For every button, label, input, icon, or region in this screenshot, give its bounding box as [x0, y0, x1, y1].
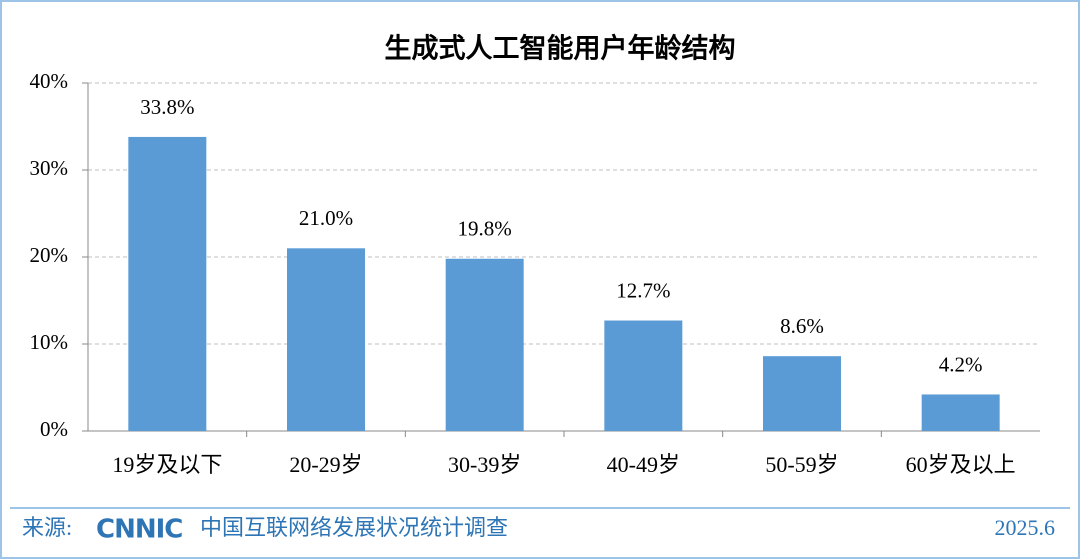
- y-tick-label: 0%: [40, 417, 68, 441]
- y-tick-label: 10%: [30, 330, 69, 354]
- y-tick-label: 40%: [30, 69, 69, 93]
- chart-title: 生成式人工智能用户年龄结构: [385, 33, 736, 65]
- logo: CNNIC: [96, 515, 182, 545]
- date: 2025.6: [995, 515, 1056, 540]
- bar: [921, 394, 1000, 431]
- bar: [445, 258, 524, 431]
- value-label: 33.8%: [140, 95, 194, 119]
- source-label: 来源:: [22, 515, 72, 540]
- bar: [763, 356, 841, 431]
- value-label: 12.7%: [616, 278, 670, 302]
- y-tick-label: 20%: [30, 243, 69, 267]
- bar: [604, 320, 683, 431]
- value-label: 21.0%: [299, 206, 353, 230]
- value-label: 19.8%: [458, 217, 512, 241]
- x-tick-label: 60岁及以上: [906, 452, 1016, 477]
- y-tick-label: 30%: [30, 156, 69, 180]
- source: 中国互联网络发展状况统计调查: [200, 515, 508, 540]
- x-tick-label: 20-29岁: [289, 452, 362, 477]
- x-tick-label: 50-59岁: [765, 452, 838, 477]
- bar: [287, 248, 365, 431]
- bar: [128, 136, 207, 431]
- value-label: 4.2%: [939, 352, 983, 376]
- value-label: 8.6%: [780, 314, 824, 338]
- x-tick-label: 19岁及以下: [112, 452, 222, 477]
- x-tick-label: 30-39岁: [448, 452, 521, 477]
- x-tick-label: 40-49岁: [607, 452, 680, 477]
